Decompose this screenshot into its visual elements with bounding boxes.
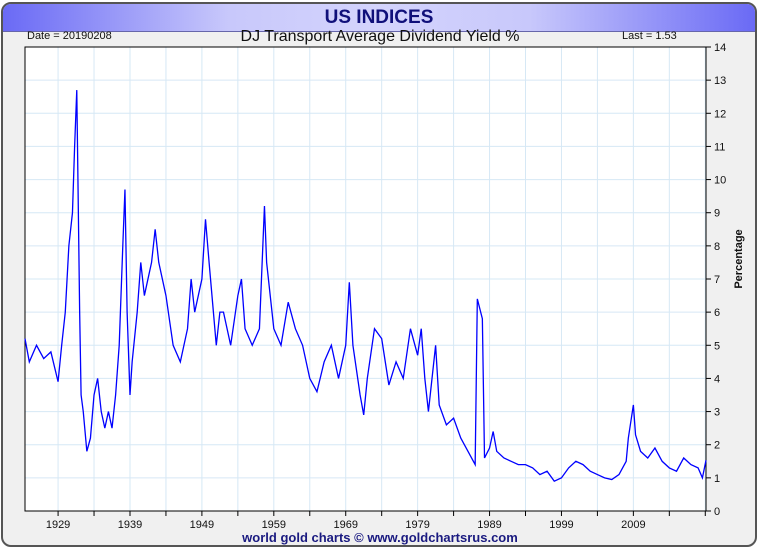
x-tick-label: 1999 [549, 519, 573, 531]
y-tick-label: 2 [714, 440, 720, 452]
x-tick-label: 1959 [262, 519, 286, 531]
footer-credit: world gold charts © www.goldchartsrus.co… [242, 530, 518, 545]
date-label: Date = 20190208 [27, 30, 112, 42]
y-tick-label: 10 [714, 175, 726, 187]
x-tick-label: 1949 [190, 519, 214, 531]
y-tick-label: 1 [714, 473, 720, 485]
chart-title: DJ Transport Average Dividend Yield % [240, 28, 520, 45]
x-tick-label: 1979 [405, 519, 429, 531]
x-tick-label: 2009 [621, 519, 645, 531]
series-line [24, 90, 707, 482]
x-tick-label: 1989 [477, 519, 501, 531]
banner: US INDICES [3, 4, 755, 32]
y-tick-label: 4 [714, 373, 720, 385]
y-tick-label: 3 [714, 407, 720, 419]
y-tick-label: 9 [714, 208, 720, 220]
y-tick-label: 0 [714, 506, 720, 518]
x-tick-label: 1929 [46, 519, 70, 531]
x-tick-label: 1969 [333, 519, 357, 531]
banner-title: US INDICES [324, 7, 434, 28]
y-tick-label: 7 [714, 274, 720, 286]
y-tick-label: 5 [714, 340, 720, 352]
y-tick-label: 13 [714, 75, 726, 87]
last-value-label: Last = 1.53 [622, 30, 677, 42]
y-tick-label: 14 [714, 42, 726, 54]
y-axis-label: Percentage [733, 229, 745, 288]
y-tick-label: 11 [714, 141, 725, 153]
y-tick-label: 6 [714, 307, 720, 319]
y-tick-label: 8 [714, 241, 720, 253]
plot-border [24, 46, 707, 512]
x-tick-label: 1939 [118, 519, 142, 531]
y-tick-label: 12 [714, 108, 726, 120]
